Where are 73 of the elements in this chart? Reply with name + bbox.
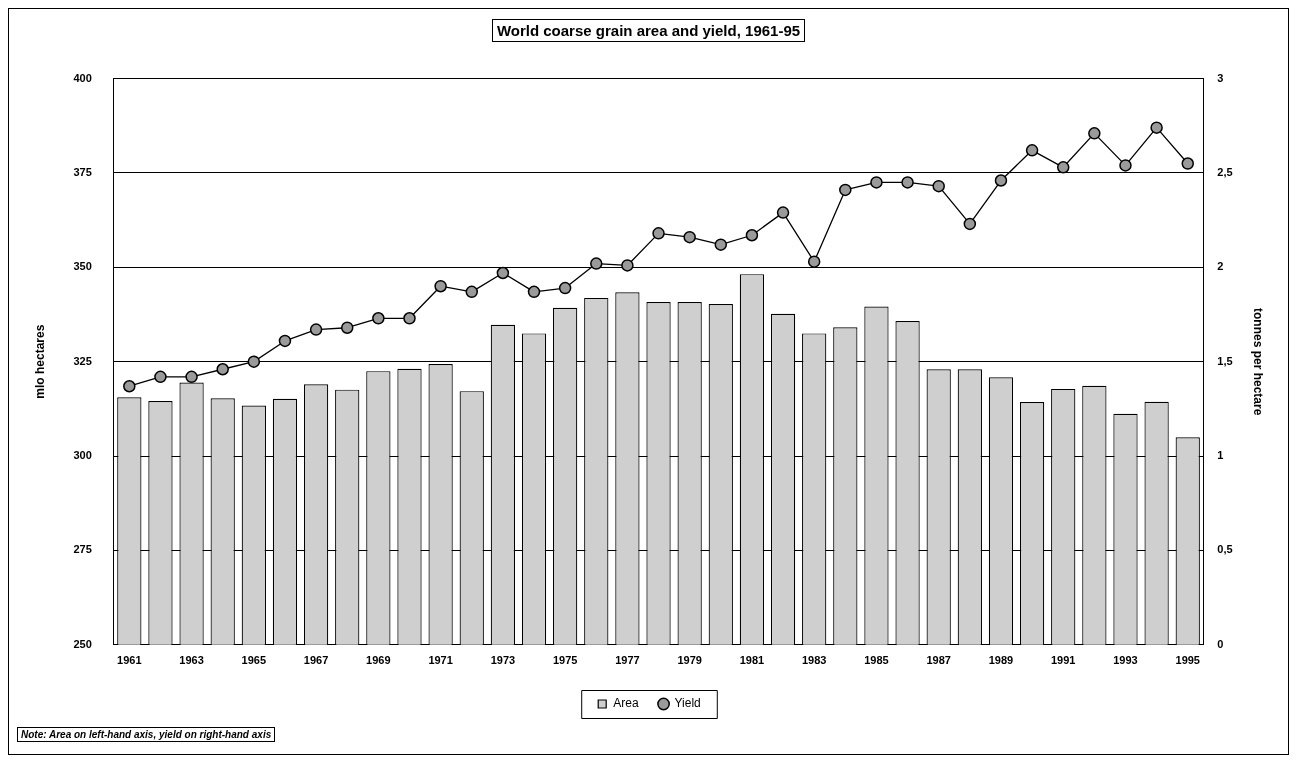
y-tick-label: 275 [73, 543, 92, 556]
x-tick-label: 1985 [864, 654, 889, 667]
point [963, 217, 977, 231]
point [309, 323, 323, 336]
point [839, 183, 852, 197]
x-tick-label: 1971 [428, 654, 453, 667]
point [745, 229, 759, 242]
y-tick-label: 250 [73, 637, 92, 650]
x-tick-label: 1967 [303, 654, 329, 667]
x-tick-label: 1977 [615, 654, 640, 667]
point [932, 179, 945, 193]
point [185, 370, 198, 384]
point [870, 176, 883, 189]
y2-tick-label: 2 [1217, 260, 1224, 273]
chart-title: World coarse grain area and yield, 1961-95 [491, 19, 806, 42]
point [994, 174, 1008, 187]
point [496, 266, 510, 280]
x-tick-label: 1965 [241, 654, 267, 667]
point [558, 281, 572, 295]
point [714, 238, 728, 251]
y2-axis-title: tonnes per hectare [1251, 308, 1266, 416]
y2-tick-label: 1,5 [1217, 354, 1233, 367]
point [901, 176, 914, 189]
x-tick-label: 1961 [117, 654, 142, 667]
text: Note: Area on left-hand axis, yield on right-hand axis [17, 727, 276, 742]
legend-label: Yield [674, 696, 701, 711]
point [652, 227, 665, 240]
y2-tick-label: 2,5 [1217, 166, 1233, 178]
point [527, 285, 541, 299]
point [372, 312, 385, 325]
x-tick-label: 1969 [366, 654, 391, 667]
y2-tick-label: 1 [1217, 449, 1224, 462]
y-tick-label: 300 [73, 449, 92, 462]
point [1181, 157, 1194, 170]
y-tick-label: 375 [73, 166, 92, 178]
y-axis-title: mlo hectares [32, 324, 47, 399]
y2-tick-label: 3 [1217, 71, 1224, 84]
point [1056, 161, 1070, 174]
point [776, 206, 790, 219]
point [465, 285, 478, 299]
point [340, 321, 354, 334]
x-tick-label: 1975 [552, 654, 578, 667]
point [247, 355, 261, 368]
y-tick-label: 350 [73, 260, 92, 273]
point [434, 279, 447, 293]
y2-tick-label: 0,5 [1217, 543, 1233, 556]
x-tick-label: 1973 [490, 654, 516, 667]
x-tick-label: 1963 [179, 654, 204, 667]
point [590, 257, 603, 270]
point [154, 370, 167, 384]
x-tick-label: 1989 [988, 654, 1014, 667]
point [683, 230, 696, 244]
x-tick-label: 1981 [739, 654, 765, 667]
y-tick-label: 325 [73, 354, 92, 367]
point [1025, 144, 1039, 157]
y-tick-label: 400 [73, 71, 92, 84]
point [1150, 121, 1163, 134]
point [807, 255, 821, 268]
point [403, 312, 416, 325]
y2-tick-label: 0 [1217, 637, 1224, 650]
x-tick-label: 1983 [801, 654, 827, 667]
point [1119, 159, 1132, 172]
point [621, 259, 634, 272]
legend-label: Area [613, 696, 639, 711]
point [123, 379, 136, 393]
point [1088, 127, 1101, 140]
x-tick-label: 1979 [677, 654, 702, 667]
x-tick-label: 1995 [1175, 654, 1200, 667]
x-tick-label: 1987 [926, 654, 951, 667]
x-tick-label: 1991 [1050, 654, 1076, 667]
x-tick-label: 1993 [1113, 654, 1138, 667]
point [216, 363, 229, 376]
point [278, 334, 292, 348]
